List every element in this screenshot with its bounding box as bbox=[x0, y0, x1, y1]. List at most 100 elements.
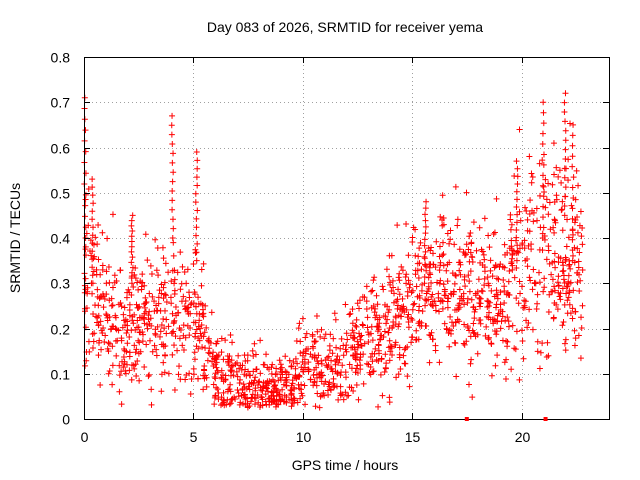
data-point bbox=[569, 236, 576, 243]
data-point bbox=[492, 263, 499, 270]
data-point bbox=[569, 163, 576, 170]
data-point bbox=[363, 283, 370, 290]
data-point bbox=[551, 216, 558, 223]
data-point bbox=[200, 260, 207, 267]
data-point bbox=[409, 306, 416, 313]
data-point bbox=[515, 300, 522, 307]
data-point bbox=[504, 289, 511, 296]
data-point bbox=[491, 264, 498, 271]
data-point bbox=[569, 153, 576, 160]
data-point bbox=[105, 348, 112, 355]
data-point bbox=[543, 256, 550, 263]
data-point bbox=[468, 253, 475, 260]
data-point bbox=[361, 340, 368, 347]
data-point bbox=[359, 293, 366, 300]
data-point bbox=[476, 300, 483, 307]
data-point bbox=[128, 275, 135, 282]
data-point bbox=[161, 279, 168, 286]
data-point bbox=[195, 301, 202, 308]
data-point bbox=[436, 253, 443, 260]
data-point bbox=[332, 316, 339, 323]
data-point bbox=[262, 379, 269, 386]
data-point bbox=[321, 335, 328, 342]
data-point bbox=[346, 311, 353, 318]
data-point bbox=[89, 192, 96, 199]
data-point bbox=[368, 288, 375, 295]
data-point bbox=[346, 361, 353, 368]
data-point bbox=[560, 319, 567, 326]
data-point bbox=[540, 193, 547, 200]
data-point bbox=[105, 263, 112, 270]
data-point bbox=[154, 307, 161, 314]
data-point bbox=[190, 260, 197, 267]
data-point bbox=[122, 370, 129, 377]
data-point bbox=[415, 307, 422, 314]
data-point bbox=[111, 272, 118, 279]
data-point bbox=[273, 365, 280, 372]
data-point bbox=[128, 238, 135, 245]
data-point bbox=[570, 174, 577, 181]
data-point bbox=[95, 339, 102, 346]
data-point bbox=[193, 174, 200, 181]
data-point bbox=[377, 371, 384, 378]
data-point bbox=[301, 382, 308, 389]
x-axis-mark bbox=[464, 417, 469, 421]
data-point bbox=[543, 196, 550, 203]
x-tick-label: 10 bbox=[296, 429, 312, 445]
data-point bbox=[522, 204, 529, 211]
data-point bbox=[310, 382, 317, 389]
data-point bbox=[485, 336, 492, 343]
data-point bbox=[318, 326, 325, 333]
data-point bbox=[193, 343, 200, 350]
data-point bbox=[170, 225, 177, 232]
data-point bbox=[569, 315, 576, 322]
data-point bbox=[356, 333, 363, 340]
data-point bbox=[526, 210, 533, 217]
data-point bbox=[290, 395, 297, 402]
data-point bbox=[339, 391, 346, 398]
data-point bbox=[230, 372, 237, 379]
data-point bbox=[460, 290, 467, 297]
data-point bbox=[169, 188, 176, 195]
data-point bbox=[365, 329, 372, 336]
data-point bbox=[467, 268, 474, 275]
data-point bbox=[476, 317, 483, 324]
data-point bbox=[413, 283, 420, 290]
data-point bbox=[493, 328, 500, 335]
data-point bbox=[404, 314, 411, 321]
data-point bbox=[577, 355, 584, 362]
data-point bbox=[97, 294, 104, 301]
data-point bbox=[508, 258, 515, 265]
data-point bbox=[134, 279, 141, 286]
data-point bbox=[384, 316, 391, 323]
data-point bbox=[437, 213, 444, 220]
data-point bbox=[196, 310, 203, 317]
axis-ticks: 0 0.1 0.2 0.3 0.4 0.5 0.6 0.7 0.8 0 5 10 15 20 bbox=[51, 50, 609, 445]
data-point bbox=[180, 293, 187, 300]
data-point bbox=[95, 256, 102, 263]
data-point bbox=[443, 326, 450, 333]
data-point bbox=[532, 280, 539, 287]
data-point bbox=[186, 289, 193, 296]
data-point bbox=[149, 293, 156, 300]
data-point bbox=[254, 391, 261, 398]
data-point bbox=[273, 371, 280, 378]
data-point bbox=[412, 271, 419, 278]
data-point bbox=[128, 327, 135, 334]
data-point bbox=[428, 293, 435, 300]
data-point bbox=[571, 327, 578, 334]
data-point bbox=[444, 230, 451, 237]
data-point bbox=[562, 137, 569, 144]
data-point bbox=[197, 330, 204, 337]
data-point bbox=[89, 240, 96, 247]
data-point bbox=[463, 189, 470, 196]
data-point bbox=[425, 274, 432, 281]
data-point bbox=[530, 266, 537, 273]
data-point bbox=[374, 301, 381, 308]
data-point bbox=[471, 315, 478, 322]
data-point bbox=[145, 373, 152, 380]
data-point bbox=[360, 322, 367, 329]
data-point bbox=[170, 239, 177, 246]
data-point bbox=[565, 272, 572, 279]
data-point bbox=[330, 375, 337, 382]
